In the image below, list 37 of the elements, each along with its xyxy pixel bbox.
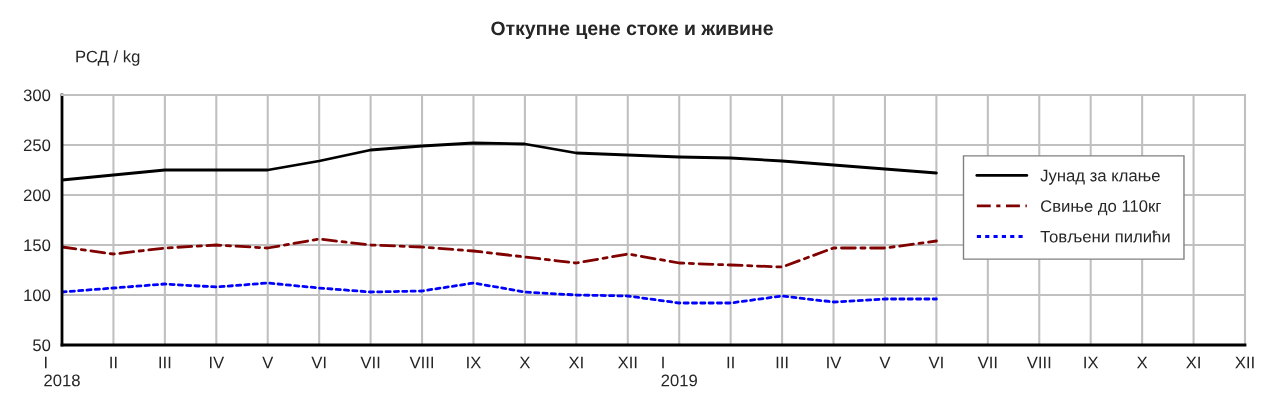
x-tick-label: V: [879, 356, 891, 369]
y-tick-label: 50: [33, 339, 51, 352]
legend-label: Товљени пилићи: [1040, 230, 1170, 243]
x-tick-label: VI: [311, 356, 326, 369]
legend-label: Јунад за клање: [1040, 169, 1160, 185]
x-tick-label: IX: [1084, 356, 1099, 369]
x-tick-label: X: [519, 356, 531, 369]
y-tick-label: 300: [23, 89, 51, 102]
x-tick-label: IV: [209, 356, 225, 369]
x-tick-label: III: [159, 356, 171, 369]
x-tick-label: I 2019: [661, 356, 697, 387]
x-tick-label: V: [262, 356, 274, 369]
x-tick-label: VI: [928, 356, 943, 369]
x-tick-label: XII: [1235, 356, 1254, 369]
x-tick-label: I 2018: [44, 356, 80, 387]
x-tick-label: IX: [467, 356, 481, 369]
y-axis-title: РСД / kg: [76, 50, 140, 66]
chart-title: Откупне цене стоке и живине: [491, 21, 773, 40]
x-tick-label: II: [727, 356, 734, 369]
y-tick-label: 250: [23, 139, 51, 152]
y-tick-label: 100: [24, 289, 51, 302]
x-tick-label: XII: [617, 356, 637, 369]
x-tick-label: X: [1136, 356, 1148, 369]
line-series: [62, 237, 938, 269]
y-tick-label: 150: [24, 239, 51, 252]
x-tick-label: VII: [977, 356, 997, 369]
x-tick-label: XI: [1186, 356, 1200, 369]
x-tick-label: VIII: [409, 356, 434, 369]
x-tick-label: XI: [568, 356, 583, 369]
legend-label: Свиње до 110кг: [1041, 200, 1161, 216]
x-tick-label: II: [110, 356, 117, 369]
x-tick-label: VIII: [1026, 356, 1051, 369]
x-tick-label: IV: [827, 356, 842, 369]
y-tick-label: 200: [23, 189, 51, 202]
x-tick-label: VII: [360, 356, 380, 369]
line-series: [62, 281, 938, 305]
x-tick-label: III: [776, 356, 788, 369]
